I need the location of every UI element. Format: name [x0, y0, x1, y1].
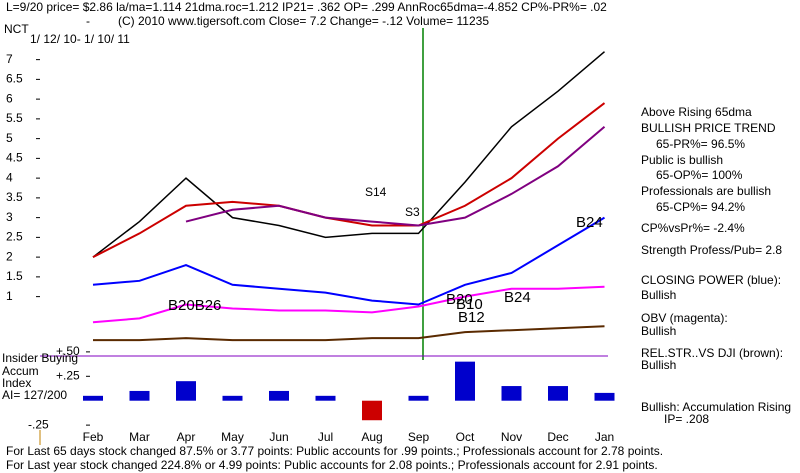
x-tick-label: Mar [129, 430, 150, 444]
bar [548, 386, 568, 401]
x-tick-label: Sep [408, 430, 430, 444]
y-tick-label: 5 [6, 131, 13, 145]
signal-label: B10 [456, 296, 483, 313]
footer-line: For Last year stock changed 224.8% or 4.… [6, 458, 658, 472]
side-note: Above Rising 65dma [641, 105, 752, 119]
y-tick-label: 3 [6, 210, 13, 224]
y-tick-label: 2.5 [6, 230, 23, 244]
signal-label: B24 [576, 214, 603, 231]
x-tick-label: Feb [83, 430, 104, 444]
side-note: OBV (magenta): [641, 311, 728, 325]
bar [362, 400, 382, 421]
series-line [93, 325, 605, 342]
side-note: Strength Profess/Pub= 2.8 [641, 243, 782, 257]
y-tick-label: 4 [6, 170, 13, 184]
x-tick-label: Aug [361, 430, 382, 444]
header-line: (C) 2010 www.tigersoft.com Close= 7.2 Ch… [118, 14, 489, 28]
y-tick-label: 5.5 [6, 111, 23, 125]
side-note: Bullish [641, 288, 676, 302]
series-line [92, 216, 606, 306]
side-note: Professionals are bullish [641, 184, 771, 198]
date-range: 1/ 12/ 10- 1/ 10/ 11 [30, 32, 130, 46]
side-note: Bullish [641, 358, 676, 372]
signal-label: B20 [446, 291, 473, 308]
side-note: Public is bullish [641, 153, 723, 167]
x-tick-label: Dec [547, 430, 568, 444]
x-tick-label: Nov [501, 430, 522, 444]
footer-line: For Last 65 days stock changed 87.5% or … [6, 444, 663, 458]
y-tick-label: 6 [6, 91, 13, 105]
side-note: 65-PR%= 96.5% [656, 137, 745, 151]
side-note: Bullish: Accumulation Rising [641, 400, 791, 414]
side-note: Bullish [641, 324, 676, 338]
signal-label: B20B26 [168, 297, 221, 314]
y-tick-label: -.25 [28, 417, 49, 431]
bar [315, 395, 336, 401]
y-tick-label: +.50 [56, 344, 80, 358]
y-tick-label: 7 [6, 52, 13, 66]
bar [222, 395, 243, 401]
bar [269, 390, 289, 401]
y-tick-label: 2 [6, 249, 13, 263]
series-line [92, 285, 605, 324]
y-tick-label: +.25 [56, 368, 80, 382]
x-tick-label: Oct [456, 430, 475, 444]
y-tick-label: 3.5 [6, 190, 23, 204]
side-note: CLOSING POWER (blue): [641, 273, 781, 287]
header-line: L=9/20 price= $2.86 la/ma=1.114 21dma.ro… [6, 0, 607, 14]
x-tick-label: Apr [177, 430, 196, 444]
series-line [92, 51, 605, 258]
bar [501, 386, 522, 401]
bar [176, 381, 196, 401]
y-tick-label: 1.5 [6, 269, 23, 283]
signal-label: S3 [405, 205, 420, 219]
signal-label: B24 [504, 289, 531, 306]
bar [455, 361, 475, 401]
panel-label: Accum [2, 364, 39, 378]
panel-label: Index [2, 376, 31, 390]
bar [594, 392, 615, 401]
x-tick-label: Jul [318, 430, 333, 444]
symbol: NCT [4, 22, 29, 36]
x-tick-label: May [221, 430, 244, 444]
side-note: IP= .208 [664, 412, 709, 426]
series-line [92, 102, 606, 259]
dash: - [86, 14, 90, 28]
y-tick-label: 4.5 [6, 151, 23, 165]
panel-label: AI= 127/200 [2, 388, 67, 402]
bar [83, 395, 103, 401]
side-note: REL.STR..VS DJI (brown): [641, 346, 783, 360]
bar [129, 390, 150, 401]
panel-label: Insider Buying [2, 351, 78, 365]
side-note: BULLISH PRICE TREND [641, 121, 776, 135]
x-tick-label: Jun [269, 430, 288, 444]
x-tick-label: Jan [595, 430, 614, 444]
y-tick-label: 1 [6, 289, 13, 303]
signal-label: B12 [458, 309, 485, 326]
side-note: CP%vsPr%= -2.4% [641, 221, 745, 235]
y-tick-label: 6.5 [6, 72, 23, 86]
series-line [185, 126, 606, 227]
signal-label: S14 [365, 185, 387, 199]
bar [408, 395, 429, 401]
side-note: 65-OP%= 100% [656, 168, 743, 182]
side-note: 65-CP%= 94.2% [656, 200, 745, 214]
